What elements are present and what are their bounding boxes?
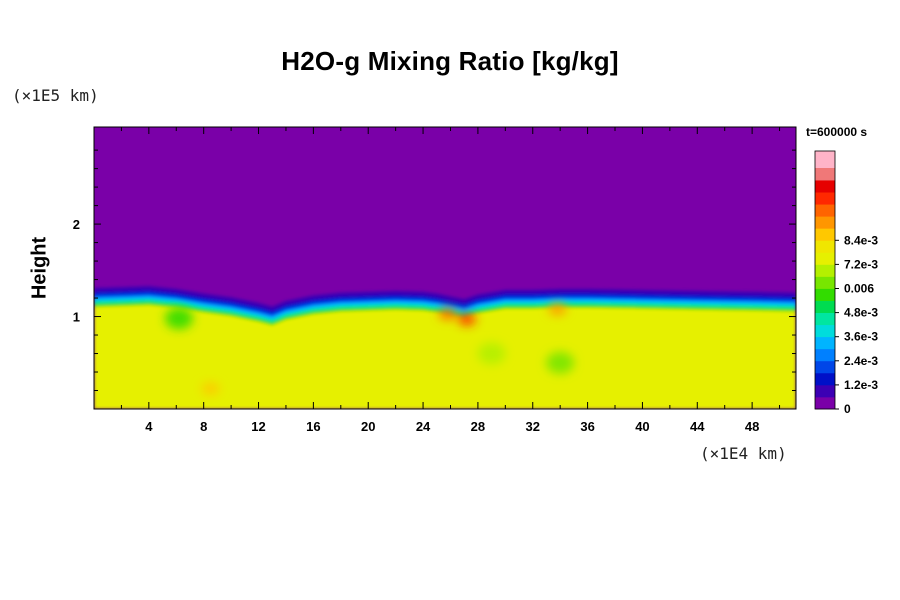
x-tick-label-10: 44 — [690, 419, 705, 434]
x-tick-label-11: 48 — [745, 419, 759, 434]
x-tick-label-4: 20 — [361, 419, 375, 434]
x-tick-label-0: 4 — [145, 419, 153, 434]
interface-bands — [94, 286, 796, 409]
y-tick-label-1: 2 — [73, 217, 80, 232]
feature-5 — [477, 342, 506, 365]
field-features — [165, 303, 575, 395]
interface-band-6 — [94, 305, 796, 409]
colorbar-segment-14 — [815, 228, 835, 241]
time-stamp: t=600000 s — [806, 125, 868, 139]
colorbar-label-0: 0 — [844, 402, 851, 416]
colorbar-label-4: 4.8e-3 — [844, 306, 878, 320]
colorbar-cap — [815, 151, 835, 168]
feature-4 — [546, 351, 575, 374]
colorbar: 0 1.2e-3 2.4e-3 3.6e-3 4.8e-3 0.006 7.2e-3 8.4e… — [814, 150, 878, 416]
colorbar-frame — [814, 150, 836, 410]
x-tick-label-6: 28 — [471, 419, 485, 434]
colorbar-label-1: 1.2e-3 — [844, 378, 878, 392]
colorbar-label-5: 0.006 — [844, 282, 874, 296]
colorbar-segment-16 — [815, 204, 835, 217]
colorbar-segment-12 — [815, 252, 835, 265]
colorbar-label-3: 3.6e-3 — [844, 330, 878, 344]
feature-0 — [457, 313, 476, 326]
colorbar-segment-4 — [815, 348, 835, 362]
x-tick-label-8: 36 — [580, 419, 594, 434]
colorbar-label-2: 2.4e-3 — [844, 354, 878, 368]
x-tick-label-3: 16 — [306, 419, 320, 434]
x-axis-unit: (×1E4 km) — [700, 444, 787, 463]
colorbar-segment-5 — [815, 336, 835, 350]
x-tick-label-1: 8 — [200, 419, 207, 434]
colorbar-segment-1 — [815, 384, 835, 398]
plot-area — [94, 127, 796, 409]
feature-1 — [438, 307, 457, 320]
feature-6 — [201, 382, 220, 395]
y-tick-label-0: 1 — [73, 310, 80, 325]
colorbar-segment-8 — [815, 300, 835, 313]
colorbar-label-6: 7.2e-3 — [844, 257, 878, 271]
chart-title: H2O-g Mixing Ratio [kg/kg] — [281, 46, 619, 76]
colorbar-segment-6 — [815, 324, 835, 338]
colorbar-segment-0 — [815, 396, 835, 410]
colorbar-segment-10 — [815, 276, 835, 289]
plot-frame — [93, 126, 797, 410]
colorbar-segment-13 — [815, 240, 835, 253]
colorbar-segment-17 — [815, 192, 835, 205]
colorbar-segment-18 — [815, 180, 835, 193]
colorbar-segment-7 — [815, 312, 835, 326]
x-tick-label-9: 40 — [635, 419, 649, 434]
colorbar-segment-3 — [815, 360, 835, 374]
colorbar-segment-19 — [815, 168, 835, 181]
colorbar-segment-11 — [815, 264, 835, 277]
x-tick-label-5: 24 — [416, 419, 431, 434]
y-axis-unit: (×1E5 km) — [12, 86, 99, 105]
feature-3 — [165, 307, 194, 330]
x-tick-label-7: 32 — [526, 419, 540, 434]
colorbar-segment-15 — [815, 216, 835, 229]
colorbar-label-7: 8.4e-3 — [844, 233, 878, 247]
x-tick-label-2: 12 — [251, 419, 265, 434]
colorbar-segment-2 — [815, 372, 835, 386]
feature-2 — [548, 303, 567, 316]
colorbar-segment-9 — [815, 288, 835, 301]
